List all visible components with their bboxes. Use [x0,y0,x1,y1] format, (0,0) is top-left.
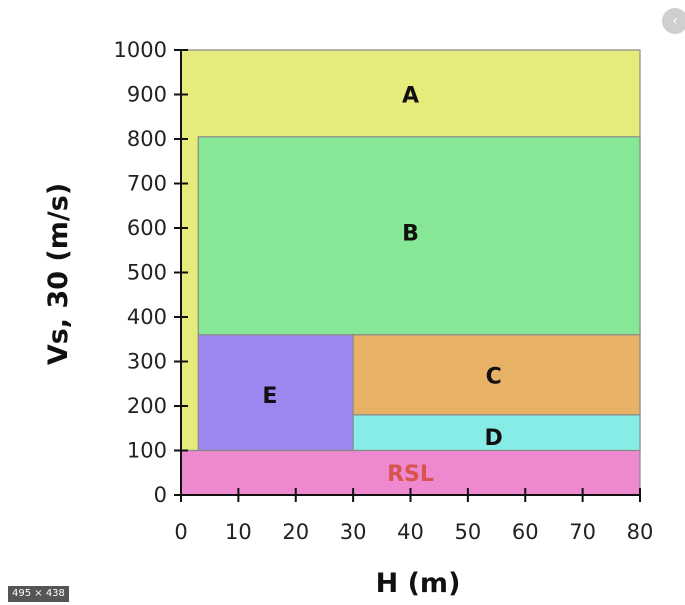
zones-layer [180,49,641,496]
axes-layer: 0 100 200 300 400 500 600 700 800 900 1000 0 10 20 30 4… [114,38,654,544]
zone-c [352,334,641,416]
zone-label-c: C [486,365,502,390]
y-axis-title: Vs, 30 (m/s) [43,183,74,365]
x-tick-label: 80 [627,520,654,544]
zone-label-a: A [402,84,419,109]
zone-d [352,414,641,452]
x-tick-label: 70 [569,520,596,544]
y-tick-label: 400 [127,305,167,329]
image-size-badge: 495 × 438 [8,586,69,602]
x-tick-label: 20 [282,520,309,544]
x-tick-label: 0 [174,520,187,544]
zone-label-d: D [485,426,503,451]
y-tick-label: 0 [154,483,167,507]
x-tick-label: 40 [397,520,424,544]
labels-layer: A B E C D RSL [262,84,502,487]
y-tick-label: 1000 [114,38,167,62]
y-tick-label: 900 [127,83,167,107]
y-tick-label: 500 [127,261,167,285]
y-tick-label: 700 [127,172,167,196]
y-tick-label: 300 [127,350,167,374]
zone-label-e: E [262,384,277,409]
x-tick-label: 10 [225,520,252,544]
zone-label-rsl: RSL [387,462,434,487]
zone-e [197,334,354,452]
y-tick-label: 100 [127,439,167,463]
y-tick-label: 200 [127,394,167,418]
zone-label-b: B [402,221,419,246]
x-tick-label: 30 [340,520,367,544]
y-tick-label: 800 [127,127,167,151]
y-tick-label: 600 [127,216,167,240]
x-tick-label: 50 [455,520,482,544]
chevron-left-icon[interactable]: ‹ [662,8,685,34]
x-axis-title: H (m) [376,568,461,599]
zone-b [197,136,641,336]
x-tick-label: 60 [512,520,539,544]
